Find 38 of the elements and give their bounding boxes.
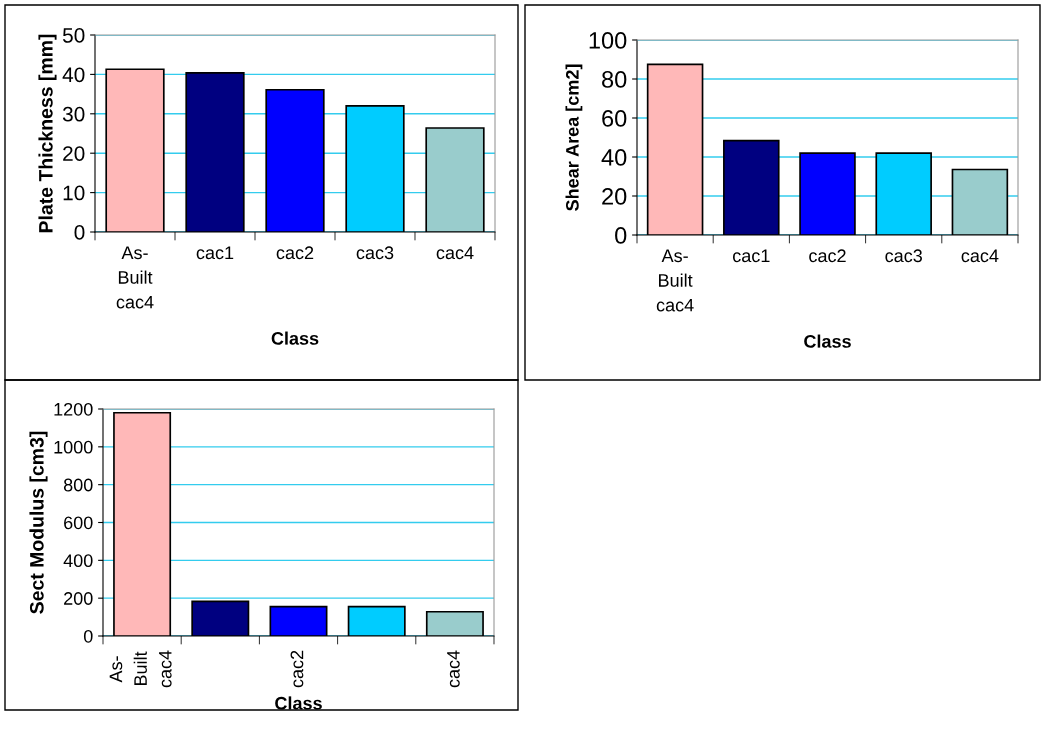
y-axis-title: Plate Thickness [mm]	[38, 34, 57, 233]
x-tick-label: cac4	[447, 650, 460, 688]
x-axis-title: Class	[275, 696, 322, 710]
y-tick-label: 40	[601, 149, 627, 166]
x-tick-label: cac1	[733, 249, 770, 263]
x-tick-label: cac4	[436, 246, 474, 260]
x-axis-title: Class	[271, 331, 319, 345]
y-tick-label: 50	[62, 28, 85, 43]
y-tick-label: 400	[63, 554, 93, 568]
y-tick-label: 10	[63, 185, 85, 201]
y-tick-label: 1000	[54, 440, 93, 454]
y-tick-label: 30	[62, 106, 85, 122]
x-tick-label: cac2	[290, 650, 304, 688]
x-tick-label: cac1	[196, 246, 234, 260]
y-tick-label: 20	[63, 146, 85, 161]
y-axis-title: Sect Modulus [cm3]	[29, 431, 48, 614]
x-tick-label: cac2	[276, 246, 314, 260]
y-tick-label: 60	[602, 110, 627, 127]
x-tick-label: cac2	[809, 249, 846, 263]
y-tick-label: 20	[602, 188, 627, 205]
y-tick-label: 600	[64, 516, 93, 530]
x-tick-label: cac3	[885, 249, 922, 263]
x-tick-label: As-Built cac4	[109, 650, 172, 688]
y-tick-label: 0	[615, 227, 627, 244]
y-tick-label: 80	[602, 71, 627, 88]
x-tick-label: cac4	[961, 249, 999, 263]
y-axis-title: Shear Area [cm2]	[565, 64, 583, 211]
y-tick-label: 800	[63, 478, 93, 492]
y-tick-label: 0	[74, 225, 85, 240]
x-axis-title: Class	[804, 334, 851, 348]
y-tick-label: 200	[64, 592, 93, 605]
x-tick-label: cac3	[356, 246, 394, 260]
y-tick-label: 1200	[54, 402, 93, 416]
y-tick-label: 0	[83, 629, 93, 643]
y-tick-label: 40	[62, 67, 85, 83]
x-tick-label: As-Built cac4	[116, 246, 154, 309]
x-tick-label: As-Built cac4	[656, 249, 694, 312]
y-tick-label: 100	[589, 32, 627, 49]
